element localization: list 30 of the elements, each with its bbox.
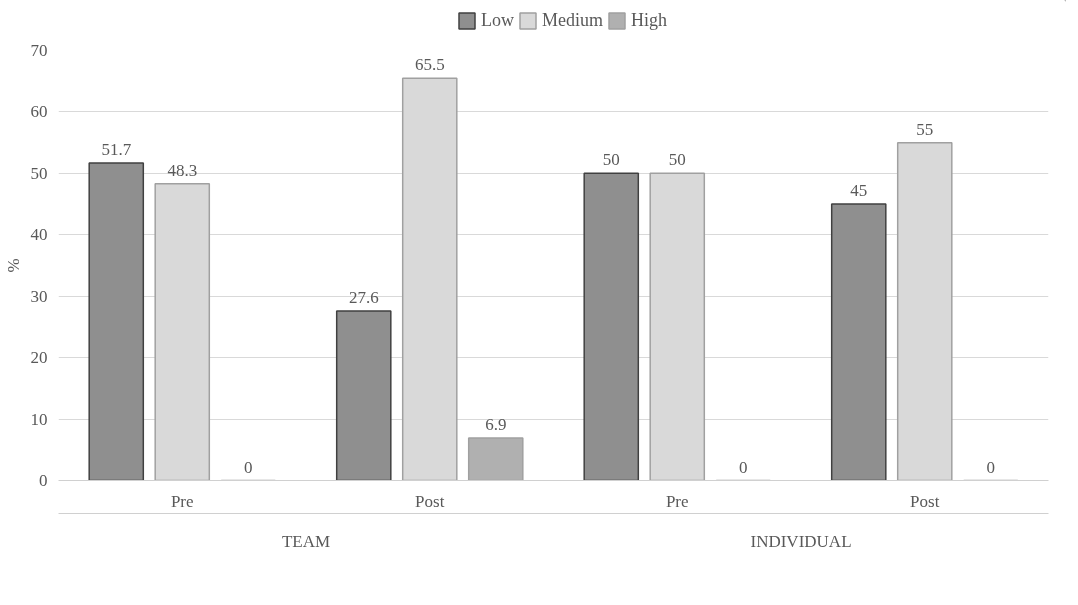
data-label: 0: [739, 457, 748, 477]
y-tick-label: 10: [30, 409, 48, 429]
data-label: 6.9: [485, 415, 507, 435]
data-label: 50: [602, 150, 620, 170]
y-tick-label: 50: [30, 163, 48, 183]
x-tick-label: Pre: [170, 491, 194, 511]
y-axis-title: %: [3, 258, 23, 273]
legend-label: High: [631, 9, 667, 31]
x-tick-label: Pre: [665, 491, 689, 511]
data-label: 55: [916, 119, 934, 139]
data-label: 0: [986, 457, 995, 477]
data-label: 65.5: [414, 55, 445, 75]
y-tick-label: 70: [30, 41, 48, 60]
data-label: 48.3: [167, 160, 198, 180]
text: INDIVIDUAL: [750, 531, 852, 551]
data-label: 51.7: [101, 139, 132, 159]
y-tick-label: 40: [30, 225, 48, 245]
legend-label: Medium: [542, 9, 603, 31]
y-tick-label: 60: [30, 102, 48, 122]
y-tick-label: 30: [30, 286, 48, 306]
legend-label: Low: [481, 9, 514, 31]
text: TEAM: [281, 531, 331, 551]
y-tick-label: 0: [39, 471, 48, 490]
data-label: 45: [850, 181, 868, 201]
data-label: 27.6: [348, 287, 379, 307]
data-label: 50: [668, 150, 686, 170]
y-tick-label: 20: [30, 348, 48, 368]
x-tick-label: Post: [415, 491, 445, 511]
data-label: 0: [244, 457, 253, 477]
x-tick-label: Post: [910, 491, 940, 511]
